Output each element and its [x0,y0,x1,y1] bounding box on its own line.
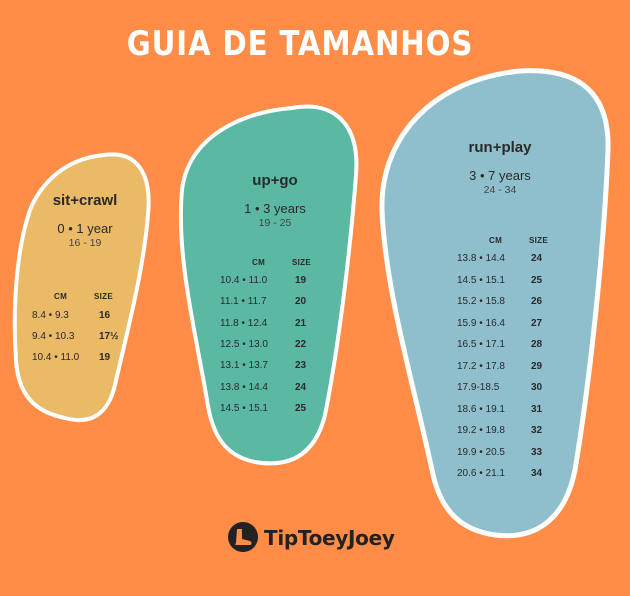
size-row-cm: 14.5 • 15.1 [457,274,505,286]
size-table-sit-crawl: CM SIZE 8.4 • 9.3 16 9.4 • 10.3 17½ 10.4 • 1… [32,292,122,382]
size-row-size: 25 [531,274,543,286]
panel-title: sit+crawl [52,192,118,209]
size-row-cm: 14.5 • 15.1 [220,402,268,414]
size-range: 19 - 25 [258,217,292,229]
size-row-size: 19 [295,275,307,286]
size-row-cm: 13.8 • 14.4 [220,381,268,393]
size-row-cm: 9.4 • 10.3 [32,331,75,342]
size-row-cm: 12.5 • 13.0 [220,338,268,350]
size-range: 16 - 19 [68,237,102,249]
col-header-size: SIZE [292,258,311,267]
size-row-size: 25 [295,402,307,414]
size-row-size: 26 [531,296,543,307]
size-row-cm: 8.4 • 9.3 [32,310,69,321]
size-row-cm: 13.1 • 13.7 [220,360,268,372]
col-header-size: SIZE [529,236,548,245]
page-title: GUIA DE TAMANHOS [126,24,474,64]
size-row-size: 17½ [99,331,119,342]
panel-up-go: up+go 1 • 3 years 19 - 25 [200,172,350,229]
size-row-size: 33 [531,446,543,458]
size-row-size: 32 [531,425,543,436]
size-row-size: 19 [99,352,111,363]
panel-sit-crawl: sit+crawl 0 • 1 year 16 - 19 [20,192,150,249]
size-row-cm: 13.8 • 14.4 [457,253,505,264]
size-row-size: 28 [531,339,543,350]
size-row-cm: 17.9-18.5 [457,382,500,393]
size-row-size: 20 [295,296,307,308]
size-range: 24 - 34 [483,184,517,196]
size-row-cm: 10.4 • 11.0 [220,275,268,286]
size-row-size: 24 [295,381,307,393]
size-row-size: 30 [531,382,543,393]
size-row-cm: 15.9 • 16.4 [457,317,505,329]
size-row-cm: 11.8 • 12.4 [220,317,268,329]
col-header-cm: CM [252,258,266,267]
panel-title: up+go [252,172,298,189]
size-table-up-go: CM SIZE 10.4 • 11.0 19 11.1 • 11.7 20 11.8 •… [220,258,320,428]
size-row-size: 16 [99,310,111,321]
size-row-cm: 11.1 • 11.7 [220,296,267,308]
age-range: 0 • 1 year [57,221,113,236]
size-row-size: 21 [295,317,307,329]
size-row-cm: 19.2 • 19.8 [457,425,505,436]
col-header-cm: CM [489,236,503,245]
size-row-cm: 17.2 • 17.8 [457,360,505,372]
size-row-cm: 19.9 • 20.5 [457,446,505,458]
boot-logo-icon [228,522,258,552]
size-row-cm: 20.6 • 21.1 [457,468,505,479]
size-row-size: 22 [295,338,307,350]
size-row-cm: 16.5 • 17.1 [457,339,505,350]
size-row-size: 23 [295,360,307,372]
footprint-sit-crawl [12,152,151,423]
age-range: 1 • 3 years [244,201,306,216]
size-row-size: 29 [531,360,543,372]
size-row-size: 34 [531,468,543,479]
size-row-cm: 15.2 • 15.8 [457,296,505,307]
age-range: 3 • 7 years [469,168,531,183]
size-table-run-play: CM SIZE 13.8 • 14.4 24 14.5 • 15.1 25 15.2 •… [457,236,557,486]
col-header-cm: CM [54,292,68,301]
panel-run-play: run+play 3 • 7 years 24 - 34 [430,139,570,196]
footprint-up-go [178,104,359,466]
size-row-size: 27 [531,317,543,329]
brand-name: TipToeyJoey [264,526,395,550]
col-header-size: SIZE [94,292,113,301]
size-row-size: 31 [531,403,543,415]
footprint-run-play [379,68,611,539]
panel-title: run+play [468,139,532,156]
size-row-cm: 18.6 • 19.1 [457,403,505,415]
size-row-size: 24 [531,253,543,264]
size-row-cm: 10.4 • 11.0 [32,352,80,363]
